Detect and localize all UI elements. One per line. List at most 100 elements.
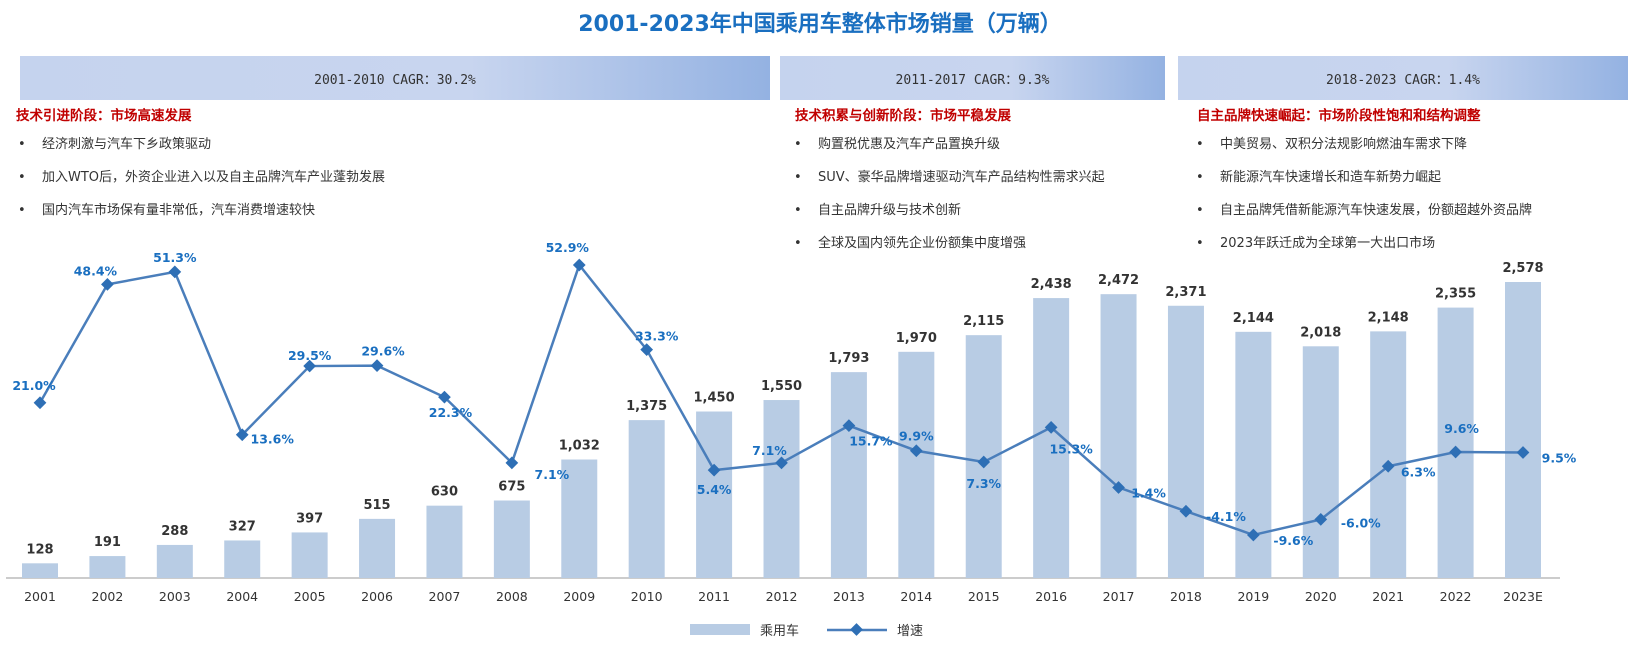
x-tick-label: 2010 <box>631 589 663 604</box>
x-tick-label: 2021 <box>1372 589 1404 604</box>
bar <box>493 500 530 578</box>
bar <box>1505 282 1541 578</box>
bar-data-label: 1,032 <box>559 439 600 454</box>
bar-data-label: 1,450 <box>694 391 735 406</box>
growth-data-label: 29.6% <box>361 344 405 359</box>
bullet-item: 自主品牌升级与技术创新 <box>792 202 1172 219</box>
bar <box>1370 331 1407 578</box>
bar-data-label: 2,355 <box>1435 287 1476 302</box>
bullet-item: 国内汽车市场保有量非常低，汽车消费增速较快 <box>16 202 716 219</box>
growth-data-label: 29.5% <box>288 348 332 363</box>
bar-data-label: 2,018 <box>1300 325 1341 340</box>
bar-data-label: 191 <box>94 535 121 550</box>
growth-data-label: 52.9% <box>546 240 590 255</box>
bar-data-label: 515 <box>363 498 390 513</box>
x-tick-label: 2018 <box>1170 589 1202 604</box>
growth-data-label: 51.3% <box>153 250 197 265</box>
bar-data-label: 327 <box>229 519 256 534</box>
legend-bar-label: 乘用车 <box>760 624 800 639</box>
bar <box>1167 305 1204 578</box>
phase-title-1: 技术引进阶段：市场高速发展 <box>16 108 192 124</box>
bar <box>830 372 867 578</box>
cagr-band-2: 2011-2017 CAGR：9.3% <box>780 56 1165 100</box>
growth-data-label: 48.4% <box>74 263 118 278</box>
bullet-list-3: 中美贸易、双积分法规影响燃油车需求下降 新能源汽车快速增长和造车新势力崛起 自主… <box>1194 136 1534 268</box>
bullet-item: 2023年跃迁成为全球第一大出口市场 <box>1194 235 1534 252</box>
x-tick-label: 2001 <box>24 589 56 604</box>
x-tick-label: 2020 <box>1305 589 1337 604</box>
bar-data-label: 2,148 <box>1368 310 1409 325</box>
legend-line-swatch-icon <box>827 622 888 636</box>
x-tick-label: 2022 <box>1440 589 1472 604</box>
bullet-list-2: 购置税优惠及汽车产品置换升级 SUV、豪华品牌增速驱动汽车产品结构性需求兴起 自… <box>792 136 1172 268</box>
cagr-band-3: 2018-2023 CAGR：1.4% <box>1178 56 1628 100</box>
growth-marker <box>101 278 114 291</box>
bar-data-label: 128 <box>26 542 53 557</box>
growth-data-label: 7.1% <box>535 467 570 482</box>
growth-data-label: 6.3% <box>1401 464 1436 479</box>
x-tick-label: 2007 <box>429 589 461 604</box>
x-tick-label: 2006 <box>361 589 393 604</box>
legend-line-label: 增速 <box>897 624 924 639</box>
bar-data-label: 1,550 <box>761 379 802 394</box>
bullet-item: 自主品牌凭借新能源汽车快速发展，份额超越外资品牌 <box>1194 202 1534 219</box>
bar-data-label: 2,472 <box>1098 273 1139 288</box>
bullet-item: 全球及国内领先企业份额集中度增强 <box>792 235 1172 252</box>
bullet-item: 购置税优惠及汽车产品置换升级 <box>792 136 1172 153</box>
bullet-item: 中美贸易、双积分法规影响燃油车需求下降 <box>1194 136 1534 153</box>
x-tick-label: 2009 <box>563 589 595 604</box>
bar-data-label: 288 <box>161 524 188 539</box>
bar <box>22 563 58 578</box>
growth-data-label: 15.3% <box>1049 441 1093 456</box>
growth-data-label: 33.3% <box>635 329 679 344</box>
x-tick-label: 2004 <box>226 589 258 604</box>
cagr-band-1: 2001-2010 CAGR：30.2% <box>20 56 770 100</box>
bullet-list-1: 经济刺激与汽车下乡政策驱动 加入WTO后，外资企业进入以及自主品牌汽车产业蓬勃发… <box>16 136 716 235</box>
growth-data-label: 9.5% <box>1542 450 1577 465</box>
growth-data-label: 7.1% <box>752 443 787 458</box>
bar <box>156 544 193 578</box>
bar-data-label: 1,375 <box>626 399 667 414</box>
chart-title: 2001-2023年中国乘用车整体市场销量（万辆） <box>578 12 1062 37</box>
x-tick-label: 2016 <box>1035 589 1067 604</box>
bar-data-label: 1,793 <box>828 351 869 366</box>
bar <box>763 400 800 578</box>
growth-data-label: 15.7% <box>849 434 893 449</box>
phase-title-2: 技术积累与创新阶段：市场平稳发展 <box>795 108 1011 124</box>
growth-data-label: 5.4% <box>697 482 732 497</box>
growth-data-label: -9.6% <box>1273 533 1313 548</box>
growth-marker <box>33 396 47 410</box>
bullet-item: 加入WTO后，外资企业进入以及自主品牌汽车产业蓬勃发展 <box>16 169 716 186</box>
x-tick-label: 2017 <box>1103 589 1135 604</box>
growth-data-label: -4.1% <box>1206 509 1246 524</box>
x-tick-label: 2019 <box>1237 589 1269 604</box>
legend-bar-swatch <box>690 624 750 635</box>
bar-data-label: 2,578 <box>1502 261 1543 276</box>
growth-marker <box>438 390 451 404</box>
bar-data-label: 2,371 <box>1165 285 1206 300</box>
x-tick-label: 2015 <box>968 589 1000 604</box>
x-tick-label: 2014 <box>900 589 932 604</box>
growth-data-label: 22.3% <box>429 405 473 420</box>
x-tick-label: 2011 <box>698 589 730 604</box>
legend: 乘用车 增速 <box>690 620 923 639</box>
bar <box>561 459 598 578</box>
bar-data-label: 630 <box>431 485 458 500</box>
growth-data-label: 13.6% <box>251 432 295 447</box>
x-tick-label: 2012 <box>766 589 798 604</box>
x-tick-label: 2008 <box>496 589 528 604</box>
growth-data-label: 9.9% <box>899 429 934 444</box>
bar-data-label: 397 <box>296 511 323 526</box>
phase-title-3: 自主品牌快速崛起：市场阶段性饱和和结构调整 <box>1197 108 1481 124</box>
growth-marker <box>303 359 317 373</box>
growth-marker <box>168 265 182 279</box>
bar <box>224 540 261 578</box>
bar-data-label: 1,970 <box>896 331 937 346</box>
bar <box>359 518 396 578</box>
bullet-item: 新能源汽车快速增长和造车新势力崛起 <box>1194 169 1534 186</box>
bar <box>696 411 733 578</box>
bar-data-label: 675 <box>498 479 525 494</box>
x-tick-label: 2003 <box>159 589 191 604</box>
